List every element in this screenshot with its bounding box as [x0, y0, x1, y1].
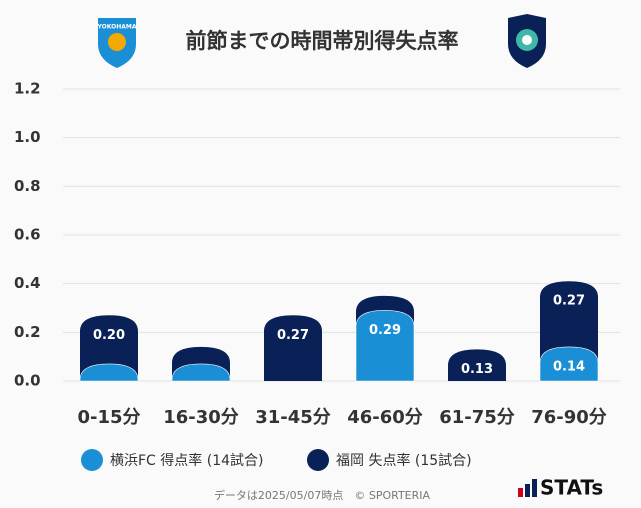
data-label: 0.13 — [461, 362, 493, 377]
bar — [264, 315, 322, 381]
data-label: 0.20 — [93, 328, 125, 343]
x-tick-label: 46-60分 — [347, 407, 423, 428]
y-tick-label: 1.0 — [14, 128, 41, 146]
y-tick-label: 0.0 — [14, 372, 41, 390]
brand-logo — [518, 479, 537, 497]
bar — [80, 315, 138, 381]
y-tick-label: 1.2 — [14, 80, 41, 98]
legend-swatch — [81, 449, 103, 471]
y-tick-label: 0.8 — [14, 177, 41, 195]
y-tick-label: 0.2 — [14, 323, 41, 341]
x-tick-label: 61-75分 — [439, 407, 515, 428]
bar — [79, 363, 139, 382]
y-tick-label: 0.4 — [14, 274, 41, 292]
data-label: 0.27 — [277, 328, 309, 343]
home-logo: YOKOHAMA — [97, 18, 137, 68]
data-label: 0.27 — [553, 294, 585, 309]
away-logo — [508, 14, 546, 68]
data-label: 0.14 — [553, 359, 585, 374]
legend-swatch — [307, 449, 329, 471]
legend-label: 横浜FC 得点率 (14試合) — [110, 452, 263, 469]
y-tick-label: 0.6 — [14, 226, 41, 244]
x-tick-label: 31-45分 — [255, 407, 331, 428]
x-tick-label: 76-90分 — [531, 407, 607, 428]
bar — [539, 346, 599, 382]
bar — [171, 363, 231, 382]
brand: STATs — [540, 476, 603, 500]
legend-label: 福岡 失点率 (15試合) — [336, 452, 472, 469]
bar — [355, 310, 415, 382]
bar — [448, 349, 506, 381]
source-note: データは2025/05/07時点 © SPORTERIA — [214, 488, 431, 502]
svg-text:YOKOHAMA: YOKOHAMA — [97, 24, 137, 31]
chart-title: 前節までの時間帯別得失点率 — [186, 29, 459, 53]
x-tick-label: 16-30分 — [163, 407, 239, 428]
data-label: 0.29 — [369, 323, 401, 338]
x-tick-label: 0-15分 — [77, 407, 140, 428]
